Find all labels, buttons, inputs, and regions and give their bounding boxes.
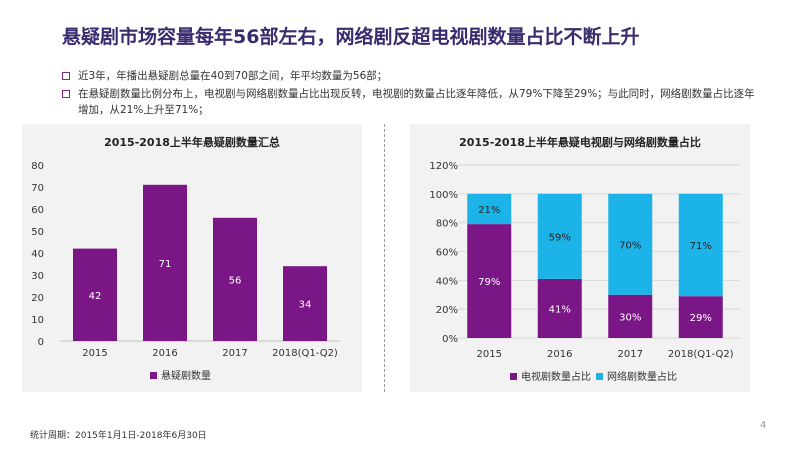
footer-note: 统计周期：2015年1月1日-2018年6月30日: [30, 431, 207, 441]
y-tick-label: 60: [31, 205, 44, 216]
y-tick-label: 70: [31, 183, 44, 194]
bar-tv-share: [608, 294, 653, 338]
bar: [143, 184, 187, 341]
bar-web-share: [608, 193, 653, 295]
bar-value-label: 21%: [478, 205, 500, 216]
bullet-text: 近3年，年播出悬疑剧总量在40到70部之间，年平均数量为56部；: [78, 70, 388, 82]
bar-web-share: [467, 193, 512, 225]
legend-label: 悬疑剧数量: [161, 369, 211, 382]
y-tick-label: 0: [38, 337, 44, 348]
drama-count-bar-chart: 0 10 20 30 40 50 60 70 80 42 2015 71 2016 56 2017 34 201…: [31, 161, 340, 382]
y-tick-label: 20%: [436, 305, 458, 316]
x-tick-label: 2016: [547, 349, 572, 360]
y-tick-label: 30: [31, 271, 44, 282]
y-tick-label: 50: [31, 227, 44, 238]
bar-value-label: 71: [159, 259, 172, 270]
y-tick-label: 80%: [436, 219, 458, 230]
x-tick-label: 2017: [222, 348, 247, 359]
y-tick-label: 10: [31, 315, 44, 326]
page-number: 4: [760, 420, 767, 431]
bar: [213, 217, 257, 341]
x-tick-label: 2015: [82, 348, 107, 359]
bar-value-label: 41%: [549, 304, 571, 315]
bar-web-share: [537, 193, 582, 279]
y-tick-label: 60%: [436, 248, 458, 259]
x-tick-label: 2015: [477, 349, 502, 360]
bar-value-label: 42: [89, 291, 102, 302]
legend-label: 电视剧数量占比: [521, 370, 591, 383]
bar-value-label: 79%: [478, 277, 500, 288]
x-tick-label: 2018(Q1-Q2): [272, 348, 338, 359]
share-stacked-bar-chart: 0% 20% 40% 60% 80% 100% 120% 79% 21% 2015 41% 59% 20…: [429, 161, 740, 383]
bar-value-label: 29%: [690, 313, 712, 324]
chart-title: 2015-2018上半年悬疑电视剧与网络剧数量占比: [459, 136, 701, 149]
y-tick-label: 40%: [436, 276, 458, 287]
y-tick-label: 0%: [442, 334, 458, 345]
bullet-item: 近3年，年播出悬疑剧总量在40到70部之间，年平均数量为56部；: [62, 68, 762, 84]
square-bullet-icon: [62, 90, 70, 98]
panel-divider: [384, 124, 385, 392]
y-tick-label: 20: [31, 293, 44, 304]
bullet-text: 在悬疑剧数量比例分布上，电视剧与网络剧数量占比出现反转，电视剧的数量占比逐年降低…: [78, 88, 755, 116]
bar-web-share: [678, 193, 723, 297]
bar-value-label: 34: [299, 300, 312, 311]
page-title: 悬疑剧市场容量每年56部左右，网络剧反超电视剧数量占比不断上升: [62, 26, 640, 48]
bar: [283, 266, 327, 341]
legend-swatch: [150, 372, 157, 379]
bar-value-label: 59%: [549, 232, 571, 243]
bar-tv-share: [467, 224, 512, 338]
bullet-list: 近3年，年播出悬疑剧总量在40到70部之间，年平均数量为56部； 在悬疑剧数量比…: [62, 68, 762, 120]
legend-label: 网络剧数量占比: [607, 370, 677, 383]
bar-value-label: 70%: [619, 240, 641, 251]
x-tick-label: 2018(Q1-Q2): [668, 349, 734, 360]
square-bullet-icon: [62, 72, 70, 80]
x-tick-label: 2017: [618, 349, 643, 360]
legend-swatch: [596, 373, 603, 380]
bullet-item: 在悬疑剧数量比例分布上，电视剧与网络剧数量占比出现反转，电视剧的数量占比逐年降低…: [62, 86, 762, 118]
left-chart-panel: 2015-2018上半年悬疑剧数量汇总 0 10 20 30 40 50 60 70 80 42 2…: [22, 124, 362, 392]
bar-value-label: 71%: [690, 241, 712, 252]
x-tick-label: 2016: [152, 348, 177, 359]
y-tick-label: 80: [31, 161, 44, 172]
chart-title: 2015-2018上半年悬疑剧数量汇总: [104, 136, 280, 149]
bar: [73, 248, 117, 341]
bar-tv-share: [537, 278, 582, 338]
right-chart-panel: 2015-2018上半年悬疑电视剧与网络剧数量占比 0% 20% 40% 60% 80%…: [410, 124, 750, 392]
bar-tv-share: [678, 296, 723, 338]
bar-value-label: 56: [229, 275, 242, 286]
bar-value-label: 30%: [619, 312, 641, 323]
y-tick-label: 100%: [429, 190, 458, 201]
y-tick-label: 120%: [429, 161, 458, 172]
legend-swatch: [510, 373, 517, 380]
y-tick-label: 40: [31, 249, 44, 260]
